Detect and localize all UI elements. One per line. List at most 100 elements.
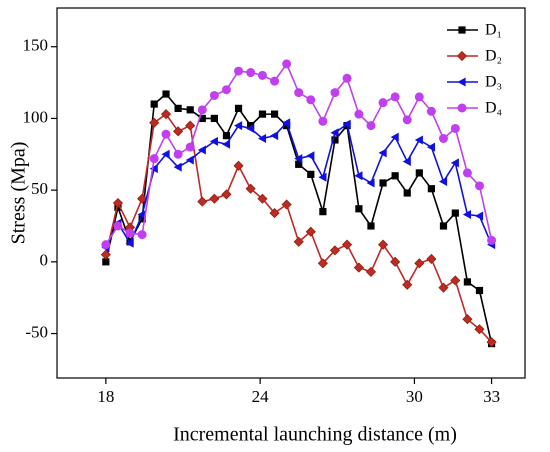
marker xyxy=(367,222,375,230)
marker xyxy=(282,59,292,69)
marker xyxy=(173,149,183,159)
marker xyxy=(161,149,170,159)
marker xyxy=(474,211,484,221)
marker xyxy=(160,109,172,120)
marker xyxy=(307,170,315,178)
marker xyxy=(246,123,255,133)
marker xyxy=(294,88,304,98)
marker xyxy=(306,151,315,161)
marker xyxy=(234,121,243,131)
marker xyxy=(295,160,303,168)
marker xyxy=(185,142,195,152)
marker xyxy=(474,324,485,335)
marker xyxy=(294,154,303,164)
marker xyxy=(318,172,327,182)
marker xyxy=(463,278,471,286)
marker xyxy=(247,121,255,130)
legend-marker xyxy=(458,26,466,34)
marker xyxy=(390,256,401,267)
marker xyxy=(329,245,341,256)
legend-marker xyxy=(456,50,468,62)
marker xyxy=(450,123,460,133)
marker xyxy=(149,117,160,128)
y-tick-label: 0 xyxy=(40,251,49,270)
marker xyxy=(209,136,218,146)
marker xyxy=(366,121,376,131)
marker xyxy=(113,221,123,231)
marker xyxy=(330,128,339,138)
marker xyxy=(186,106,194,114)
marker xyxy=(306,95,316,105)
marker xyxy=(402,279,413,290)
marker xyxy=(353,262,364,273)
marker xyxy=(462,210,471,220)
marker xyxy=(221,189,232,200)
marker xyxy=(450,158,459,168)
marker xyxy=(438,282,449,293)
marker xyxy=(402,115,412,125)
y-tick-label: 50 xyxy=(31,179,48,198)
marker xyxy=(185,155,194,165)
marker xyxy=(197,196,208,207)
marker xyxy=(270,76,280,86)
marker xyxy=(365,266,377,277)
marker xyxy=(102,258,110,266)
marker xyxy=(486,337,497,348)
marker xyxy=(487,235,497,245)
marker xyxy=(426,253,437,265)
marker xyxy=(342,73,352,83)
marker xyxy=(137,210,146,220)
marker xyxy=(185,120,196,131)
marker xyxy=(415,169,423,177)
marker xyxy=(414,92,424,102)
marker xyxy=(221,85,231,95)
marker xyxy=(366,178,375,188)
marker xyxy=(341,239,353,250)
legend-label: D₁ xyxy=(485,22,502,39)
marker xyxy=(414,258,425,269)
marker xyxy=(438,134,448,144)
marker xyxy=(426,142,435,152)
marker xyxy=(403,189,411,197)
marker xyxy=(233,160,244,171)
y-axis-label: Stress (Mpa) xyxy=(8,142,30,245)
marker xyxy=(270,110,279,118)
marker xyxy=(377,239,389,250)
marker xyxy=(174,104,182,112)
legend-label: D₃ xyxy=(485,74,502,91)
marker xyxy=(342,119,351,129)
marker xyxy=(270,131,279,141)
marker xyxy=(137,230,147,240)
marker xyxy=(150,100,158,108)
marker xyxy=(317,258,328,269)
marker xyxy=(354,171,363,181)
marker xyxy=(391,172,399,180)
marker xyxy=(438,177,448,187)
marker xyxy=(354,109,364,119)
legend-label: D₂ xyxy=(485,48,502,65)
marker xyxy=(125,228,135,238)
marker xyxy=(331,136,339,144)
marker xyxy=(125,238,134,248)
marker xyxy=(450,275,461,286)
marker xyxy=(258,110,267,118)
y-tick-label: 100 xyxy=(23,107,49,126)
marker xyxy=(222,132,231,140)
legend-marker xyxy=(457,103,467,113)
marker xyxy=(390,92,400,102)
x-tick-label: 30 xyxy=(406,387,423,406)
x-tick-label: 18 xyxy=(97,387,114,406)
marker xyxy=(379,179,387,187)
x-tick-label: 24 xyxy=(252,387,270,406)
y-tick-label: -50 xyxy=(25,322,48,341)
marker xyxy=(318,116,328,126)
marker xyxy=(161,129,171,139)
marker xyxy=(137,193,148,204)
marker xyxy=(173,126,184,137)
marker xyxy=(305,226,316,237)
marker xyxy=(112,197,124,209)
marker xyxy=(281,199,292,210)
marker xyxy=(100,249,111,260)
marker xyxy=(355,205,363,213)
marker xyxy=(390,132,399,142)
